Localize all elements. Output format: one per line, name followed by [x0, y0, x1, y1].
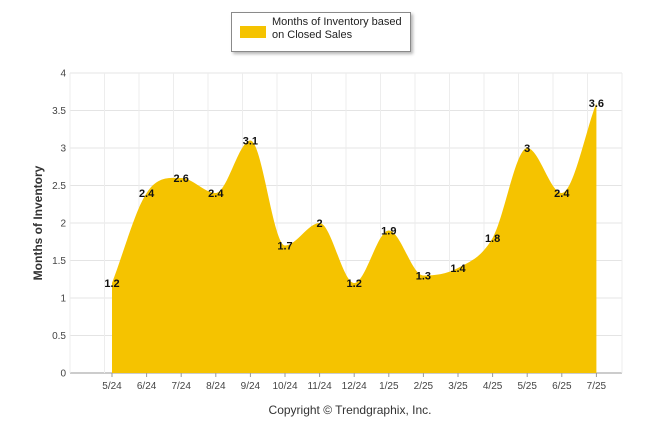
y-tick-label: 1	[60, 294, 66, 305]
data-label: 2.4	[208, 188, 224, 200]
x-tick-label: 8/24	[206, 381, 226, 392]
x-tick-label: 9/24	[241, 381, 261, 392]
data-label: 2	[317, 218, 323, 230]
data-label: 1.2	[347, 278, 362, 290]
x-tick-label: 12/24	[342, 381, 367, 392]
data-label: 1.8	[485, 233, 500, 245]
x-tick-label: 4/25	[483, 381, 503, 392]
legend-label: Months of Inventory based on Closed Sale…	[272, 16, 402, 41]
y-axis-title: Months of Inventory	[31, 165, 45, 280]
data-label: 3	[524, 143, 530, 155]
x-tick-label: 7/25	[587, 381, 607, 392]
data-labels: 1.2 2.4 2.6 2.4 3.1 1.7 2 1.2 1.9 1.3 1.4 1.8 3 2.4 3.…	[104, 98, 604, 290]
x-tick-label: 3/25	[448, 381, 468, 392]
y-tick-label: 2.5	[52, 181, 66, 192]
x-tick-label: 7/24	[171, 381, 191, 392]
legend: Months of Inventory based on Closed Sale…	[231, 12, 411, 52]
data-label: 2.4	[139, 188, 155, 200]
y-axis-ticks: 0 0.5 1 1.5 2 2.5 3 3.5 4	[52, 69, 66, 380]
y-tick-label: 4	[60, 69, 66, 80]
data-label: 1.7	[277, 241, 292, 253]
x-tick-label: 5/24	[102, 381, 122, 392]
data-label: 2.6	[174, 173, 189, 185]
data-label: 1.4	[450, 263, 466, 275]
x-tick-label: 2/25	[414, 381, 434, 392]
x-tick-label: 6/25	[552, 381, 572, 392]
data-label: 2.4	[554, 188, 570, 200]
x-axis-ticks: 5/24 6/24 7/24 8/24 9/24 10/24 11/24 12/24 1/25 2…	[102, 373, 607, 392]
copyright-footer: Copyright © Trendgraphix, Inc.	[269, 403, 432, 417]
y-tick-label: 3.5	[52, 106, 66, 117]
y-tick-label: 3	[60, 144, 66, 155]
data-label: 1.3	[416, 271, 431, 283]
x-tick-label: 5/25	[517, 381, 537, 392]
y-tick-label: 1.5	[52, 256, 66, 267]
legend-swatch	[240, 26, 266, 38]
data-label: 1.2	[104, 278, 119, 290]
x-tick-label: 1/25	[379, 381, 399, 392]
y-tick-label: 0	[60, 369, 66, 380]
x-tick-label: 6/24	[137, 381, 157, 392]
area-fill	[112, 103, 597, 373]
y-tick-label: 0.5	[52, 331, 66, 342]
data-label: 3.1	[243, 136, 258, 148]
data-label: 3.6	[589, 98, 604, 110]
y-tick-label: 2	[60, 219, 66, 230]
x-tick-label: 11/24	[307, 381, 332, 392]
data-label: 1.9	[381, 226, 396, 238]
area-series	[112, 103, 597, 373]
x-tick-label: 10/24	[272, 381, 297, 392]
